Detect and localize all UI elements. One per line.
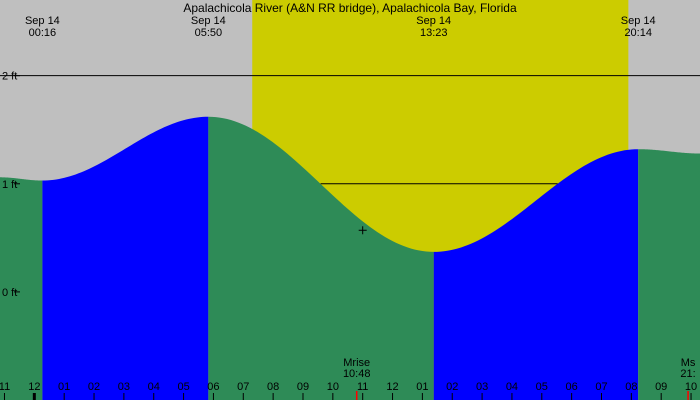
- hour-tick-label: 06: [207, 381, 219, 393]
- hour-tick-label: 12: [386, 381, 398, 393]
- tide-event-time: 13:23: [420, 27, 448, 39]
- tide-event-date: Sep 14: [416, 15, 451, 27]
- hour-tick-label: 08: [267, 381, 279, 393]
- hour-tick-label: 05: [536, 381, 548, 393]
- tide-event-date: Sep 14: [191, 15, 226, 27]
- tide-event-date: Sep 14: [25, 15, 60, 27]
- tide-event-time: 00:16: [29, 27, 57, 39]
- tide-event-date: Sep 14: [621, 15, 656, 27]
- falling-tide-area: [638, 149, 700, 400]
- hour-tick-label: 04: [148, 381, 160, 393]
- hour-tick-label: 12: [28, 381, 40, 393]
- falling-tide-area: [208, 116, 434, 400]
- hour-tick-label: 02: [446, 381, 458, 393]
- moon-event-time: 10:48: [343, 368, 371, 380]
- y-tick-label: 0 ft: [2, 287, 17, 299]
- hour-tick-label: 03: [118, 381, 130, 393]
- rising-tide-area: [433, 149, 639, 400]
- hour-tick-label: 10: [685, 381, 697, 393]
- hour-tick-label: 09: [297, 381, 309, 393]
- moon-event-label: Mrise: [343, 357, 370, 369]
- hour-tick-label: 11: [357, 381, 368, 393]
- moon-event-label: Ms: [681, 357, 696, 369]
- hour-tick-label: 11: [0, 381, 10, 393]
- hour-tick-label: 04: [506, 381, 518, 393]
- y-tick-label: 1 ft: [2, 179, 17, 191]
- falling-tide-area: [0, 177, 43, 400]
- current-position-marker: [358, 226, 367, 235]
- hour-tick-label: 07: [237, 381, 249, 393]
- tide-event-time: 20:14: [624, 27, 652, 39]
- hour-tick-label: 02: [88, 381, 100, 393]
- x-axis-hour-labels: 11 12 01 02 03 04 05 06 07 08 09 10 11 12 01 02 03 04 05 06…: [0, 381, 697, 400]
- hour-tick-label: 05: [177, 381, 189, 393]
- chart-title: Apalachicola River (A&N RR bridge), Apal…: [183, 1, 517, 15]
- y-axis-labels: 2 ft 1 ft 0 ft: [2, 71, 20, 299]
- hour-tick-label: 01: [416, 381, 428, 393]
- y-tick-label: 2 ft: [2, 71, 17, 83]
- rising-tide-area: [42, 116, 209, 400]
- reference-line-layer: [0, 75, 700, 185]
- hour-tick-label: 10: [327, 381, 339, 393]
- hour-tick-label: 08: [625, 381, 637, 393]
- tide-area-layer: [0, 116, 700, 400]
- hour-tick-label: 06: [566, 381, 578, 393]
- hour-tick-label: 07: [595, 381, 607, 393]
- hour-tick-label: 01: [58, 381, 70, 393]
- hour-tick-label: 03: [476, 381, 488, 393]
- moon-event-time: 21:: [680, 368, 695, 380]
- hour-tick-label: 09: [655, 381, 667, 393]
- tide-event-time: 05:50: [195, 27, 223, 39]
